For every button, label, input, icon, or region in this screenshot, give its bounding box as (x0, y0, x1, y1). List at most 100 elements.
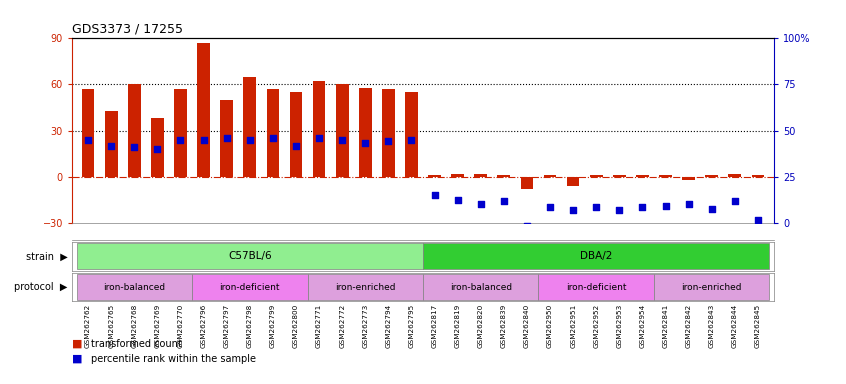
Text: ■: ■ (72, 339, 82, 349)
Text: GSM262954: GSM262954 (640, 303, 645, 348)
Point (635, 204, 649, 210)
Text: GSM262794: GSM262794 (385, 303, 392, 348)
Text: GSM262771: GSM262771 (316, 303, 322, 348)
Text: transformed count: transformed count (91, 339, 181, 349)
Point (705, 206, 718, 212)
Bar (382, 89, 395, 177)
Point (751, 217, 765, 223)
Point (359, 140, 372, 146)
Text: iron-enriched: iron-enriched (335, 283, 395, 291)
Point (151, 146, 164, 152)
Text: iron-enriched: iron-enriched (682, 283, 742, 291)
Text: GSM262819: GSM262819 (454, 303, 461, 348)
FancyBboxPatch shape (654, 274, 770, 300)
Bar (728, 174, 741, 177)
Text: GSM262765: GSM262765 (108, 303, 114, 348)
Bar (266, 89, 279, 177)
Bar (475, 174, 487, 177)
Bar (567, 177, 580, 186)
Bar (751, 175, 764, 177)
Text: GSM262950: GSM262950 (547, 303, 553, 348)
Text: strain  ▶: strain ▶ (26, 251, 68, 262)
FancyBboxPatch shape (307, 274, 423, 300)
Bar (636, 175, 649, 177)
Point (289, 143, 303, 149)
FancyBboxPatch shape (76, 274, 192, 300)
Bar (174, 89, 187, 177)
Text: protocol  ▶: protocol ▶ (14, 282, 68, 292)
Text: GSM262770: GSM262770 (178, 303, 184, 348)
Point (220, 135, 233, 141)
Text: GSM262768: GSM262768 (131, 303, 137, 348)
Point (566, 207, 580, 214)
Text: GSM262795: GSM262795 (409, 303, 415, 348)
Text: GSM262820: GSM262820 (478, 303, 484, 348)
Point (451, 197, 464, 203)
Text: GSM262797: GSM262797 (223, 303, 229, 348)
Text: iron-balanced: iron-balanced (103, 283, 165, 291)
Text: GSM262773: GSM262773 (362, 303, 368, 348)
Text: iron-deficient: iron-deficient (566, 283, 627, 291)
Bar (590, 175, 602, 177)
Point (382, 138, 395, 144)
Bar (428, 175, 441, 177)
Point (81, 137, 95, 143)
Point (520, 223, 534, 229)
Point (590, 204, 603, 210)
FancyBboxPatch shape (423, 243, 770, 269)
Bar (497, 175, 510, 177)
Text: GSM262772: GSM262772 (339, 303, 345, 348)
Point (266, 135, 280, 141)
Point (335, 137, 349, 143)
Bar (105, 111, 118, 177)
FancyBboxPatch shape (76, 243, 423, 269)
Bar (151, 118, 164, 177)
Point (682, 201, 695, 207)
Text: percentile rank within the sample: percentile rank within the sample (91, 354, 255, 364)
Point (404, 137, 418, 143)
Text: GSM262839: GSM262839 (501, 303, 507, 348)
Point (613, 207, 626, 214)
Bar (544, 175, 557, 177)
Text: GSM262798: GSM262798 (247, 303, 253, 348)
Text: GSM262762: GSM262762 (85, 303, 91, 348)
Text: GSM262799: GSM262799 (270, 303, 276, 348)
Point (312, 135, 326, 141)
Bar (289, 92, 302, 177)
FancyBboxPatch shape (539, 274, 654, 300)
Point (659, 203, 673, 209)
Text: GSM262953: GSM262953 (617, 303, 623, 348)
Text: GSM262844: GSM262844 (732, 303, 738, 348)
Text: GSM262841: GSM262841 (662, 303, 668, 348)
Text: GSM262952: GSM262952 (593, 303, 599, 348)
Text: GSM262845: GSM262845 (755, 303, 761, 348)
Text: iron-balanced: iron-balanced (450, 283, 512, 291)
Text: GSM262769: GSM262769 (154, 303, 161, 348)
Text: GDS3373 / 17255: GDS3373 / 17255 (72, 23, 183, 36)
Bar (520, 177, 533, 189)
Bar (220, 100, 233, 177)
Point (543, 204, 557, 210)
Text: GSM262951: GSM262951 (570, 303, 576, 348)
Text: GSM262800: GSM262800 (293, 303, 299, 348)
Text: iron-deficient: iron-deficient (219, 283, 280, 291)
FancyBboxPatch shape (423, 274, 539, 300)
Point (497, 198, 511, 204)
Bar (244, 77, 256, 177)
Bar (128, 84, 140, 177)
Point (428, 192, 442, 198)
Text: GSM262796: GSM262796 (201, 303, 206, 348)
Bar (82, 89, 95, 177)
Bar (682, 177, 695, 180)
Point (474, 201, 487, 207)
Bar (336, 84, 349, 177)
Point (104, 143, 118, 149)
Text: GSM262817: GSM262817 (431, 303, 437, 348)
Bar (451, 174, 464, 177)
Point (728, 198, 742, 204)
Text: GSM262842: GSM262842 (685, 303, 692, 348)
Bar (197, 43, 210, 177)
Text: DBA/2: DBA/2 (580, 251, 613, 262)
Text: ■: ■ (72, 354, 82, 364)
Bar (359, 88, 371, 177)
